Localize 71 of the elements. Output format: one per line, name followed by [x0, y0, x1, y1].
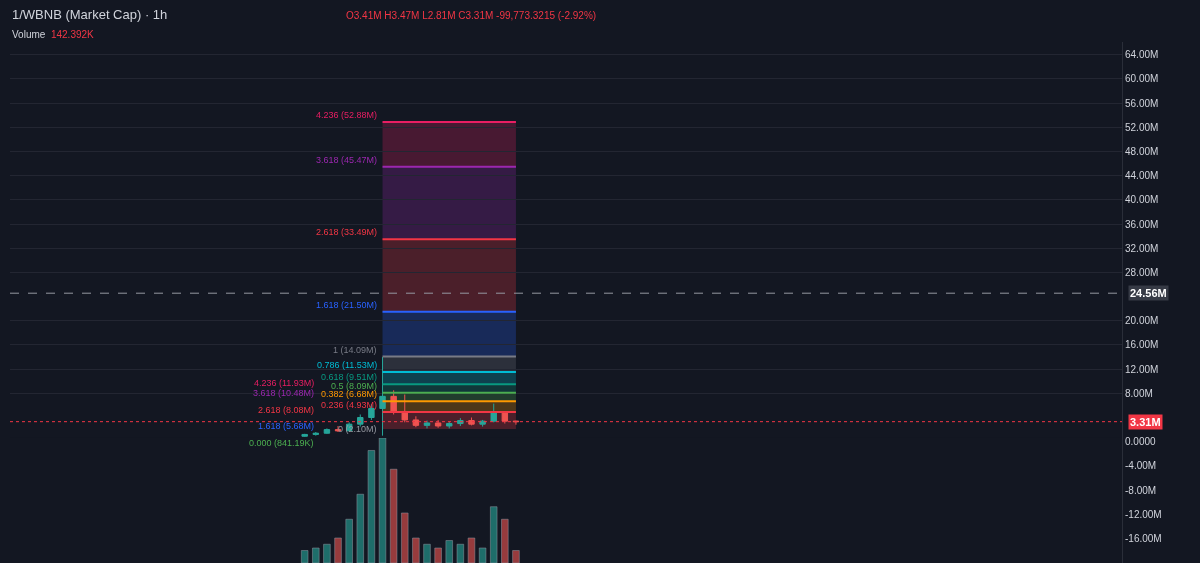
- chart-subtitle: O3.41M H3.47M L2.81M C3.31M -99,773.3215 (-2.92%): [346, 10, 597, 21]
- annotation: 0.000 (841.19K): [249, 438, 314, 448]
- candlestick: [446, 421, 453, 429]
- bar: [390, 468, 398, 563]
- chart-title: Volume: [12, 29, 46, 40]
- bar: [423, 543, 431, 563]
- y-tick-label: 64.00M: [1125, 49, 1159, 61]
- band-label: 0.382 (6.68M): [321, 389, 378, 399]
- candlestick: [501, 410, 509, 425]
- band-label: 2.618 (33.49M): [316, 227, 378, 237]
- candlestick: [312, 431, 320, 437]
- candlestick: [323, 427, 331, 435]
- bar: [434, 547, 442, 563]
- band-label: 4.236 (52.88M): [316, 110, 378, 120]
- annotation: 3.618 (10.48M): [253, 388, 315, 398]
- y-tick-label: 44.00M: [1125, 170, 1159, 182]
- chart-subtitle: 142.392K: [50, 29, 95, 40]
- bar: [334, 537, 342, 563]
- candlestick: [412, 415, 420, 428]
- candlestick: [434, 419, 442, 429]
- bar: [412, 537, 420, 563]
- y-tick-label: 52.00M: [1125, 121, 1159, 133]
- band-label: 0.5 (8.09M): [331, 381, 378, 391]
- bar: [501, 518, 509, 563]
- candlestick: [490, 403, 497, 423]
- bar: [456, 543, 464, 563]
- y-tick-label: 0.0000: [1125, 436, 1157, 448]
- annotation: 2.618 (8.08M): [258, 405, 315, 415]
- bar: [479, 547, 487, 563]
- y-tick-label: 48.00M: [1125, 145, 1159, 157]
- y-tick-label: 12.00M: [1125, 363, 1159, 375]
- band-label: 1.618 (21.50M): [316, 300, 378, 310]
- y-tick-label: 16.00M: [1125, 339, 1159, 351]
- y-tick-label: 28.00M: [1125, 266, 1159, 278]
- bar: [301, 550, 309, 563]
- bar: [323, 543, 331, 563]
- y-tick-label: 56.00M: [1125, 97, 1159, 109]
- y-tick-label: 32.00M: [1125, 242, 1159, 254]
- band-label: 0.236 (4.93M): [321, 400, 378, 410]
- candlestick: [301, 433, 308, 438]
- annotation: 1.618 (5.68M): [258, 421, 315, 431]
- ref-line-label: 3.31M: [1130, 416, 1161, 428]
- band-label: 0.786 (11.53M): [317, 360, 378, 370]
- y-tick-label: 40.00M: [1125, 194, 1159, 206]
- band-label: 0.618 (9.51M): [321, 372, 378, 382]
- band-label: 1 (14.09M): [333, 345, 377, 355]
- y-tick-label: 36.00M: [1125, 218, 1159, 230]
- candlestick: [423, 420, 431, 429]
- bar: [367, 450, 375, 563]
- annotation: 0 (2.10M): [338, 424, 377, 434]
- bar: [401, 512, 409, 563]
- candlestick: [457, 417, 464, 427]
- y-tick-label: -4.00M: [1125, 460, 1157, 472]
- bar: [512, 550, 520, 563]
- bar: [490, 506, 498, 563]
- y-tick-label: 8.00M: [1125, 387, 1153, 399]
- bar: [445, 540, 453, 563]
- bar: [312, 547, 320, 563]
- band-label: 3.618 (45.47M): [316, 155, 378, 165]
- y-tick-label: 60.00M: [1125, 73, 1159, 85]
- ref-line-label: 24.56M: [1130, 287, 1167, 299]
- annotation: 4.236 (11.93M): [254, 378, 315, 388]
- y-tick-label: 20.00M: [1125, 315, 1159, 327]
- y-tick-label: -8.00M: [1125, 484, 1157, 496]
- bar: [356, 493, 364, 563]
- chart-title: 1/WBNB (Market Cap) · 1h: [12, 7, 168, 22]
- candlestick: [379, 356, 386, 437]
- y-tick-label: -16.00M: [1125, 532, 1162, 544]
- bar: [345, 518, 353, 563]
- bar: [467, 537, 476, 563]
- y-tick-label: -12.00M: [1125, 508, 1162, 520]
